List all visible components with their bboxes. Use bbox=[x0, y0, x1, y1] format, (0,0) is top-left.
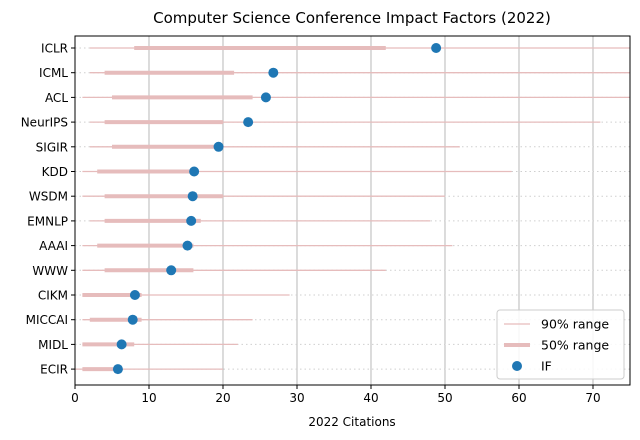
if-point bbox=[182, 240, 193, 251]
if-point bbox=[116, 339, 127, 350]
y-tick-label: ICML bbox=[39, 66, 68, 80]
legend-label: 50% range bbox=[541, 338, 609, 353]
y-tick-label: ACL bbox=[45, 91, 68, 105]
x-tick-label: 10 bbox=[141, 391, 156, 405]
x-tick-label: 50 bbox=[437, 391, 452, 405]
if-point bbox=[129, 290, 140, 300]
x-axis-title: 2022 Citations bbox=[308, 415, 395, 429]
if-point bbox=[186, 215, 197, 226]
legend: 90% range 50% range IF bbox=[496, 309, 625, 380]
plot-area: 0 10 20 30 40 50 60 70 ICLR ICML ACL NeurIPS SIGIR KD… bbox=[21, 35, 631, 405]
y-tick-label: WWW bbox=[32, 264, 68, 278]
y-tick-label: AAAI bbox=[39, 239, 68, 253]
if-point bbox=[189, 166, 200, 177]
y-tick-label: MIDL bbox=[38, 338, 68, 352]
chart-title: Computer Science Conference Impact Facto… bbox=[153, 9, 551, 27]
plot-frame bbox=[74, 35, 631, 386]
if-point bbox=[268, 67, 279, 78]
if-point bbox=[213, 141, 224, 152]
y-tick-label: WSDM bbox=[29, 190, 68, 204]
y-tick-label: MICCAI bbox=[26, 313, 68, 327]
legend-label: 90% range bbox=[541, 317, 609, 332]
if-point bbox=[166, 265, 177, 276]
legend-label: IF bbox=[541, 359, 552, 374]
x-tick-label: 60 bbox=[511, 391, 526, 405]
x-tick-label: 70 bbox=[585, 391, 600, 405]
x-tick-label: 0 bbox=[71, 391, 79, 405]
y-tick-label: ICLR bbox=[41, 42, 68, 56]
y-tick-label: ECIR bbox=[40, 363, 68, 377]
if-point bbox=[243, 117, 254, 128]
if-point bbox=[187, 191, 198, 202]
x-tick-label: 40 bbox=[363, 391, 378, 405]
if-point bbox=[431, 43, 442, 53]
if-point bbox=[127, 314, 138, 325]
y-tick-label: EMNLP bbox=[27, 214, 68, 228]
y-tick-label: CIKM bbox=[38, 289, 68, 303]
if-point bbox=[112, 364, 123, 375]
x-tick-label: 30 bbox=[289, 391, 304, 405]
if-point bbox=[260, 92, 271, 103]
legend-point-swatch bbox=[512, 361, 522, 371]
y-tick-label: SIGIR bbox=[36, 140, 68, 154]
y-tick-label: NeurIPS bbox=[21, 116, 68, 130]
x-tick-label: 20 bbox=[215, 391, 230, 405]
y-tick-label: KDD bbox=[42, 165, 68, 179]
legend-box bbox=[496, 309, 625, 380]
